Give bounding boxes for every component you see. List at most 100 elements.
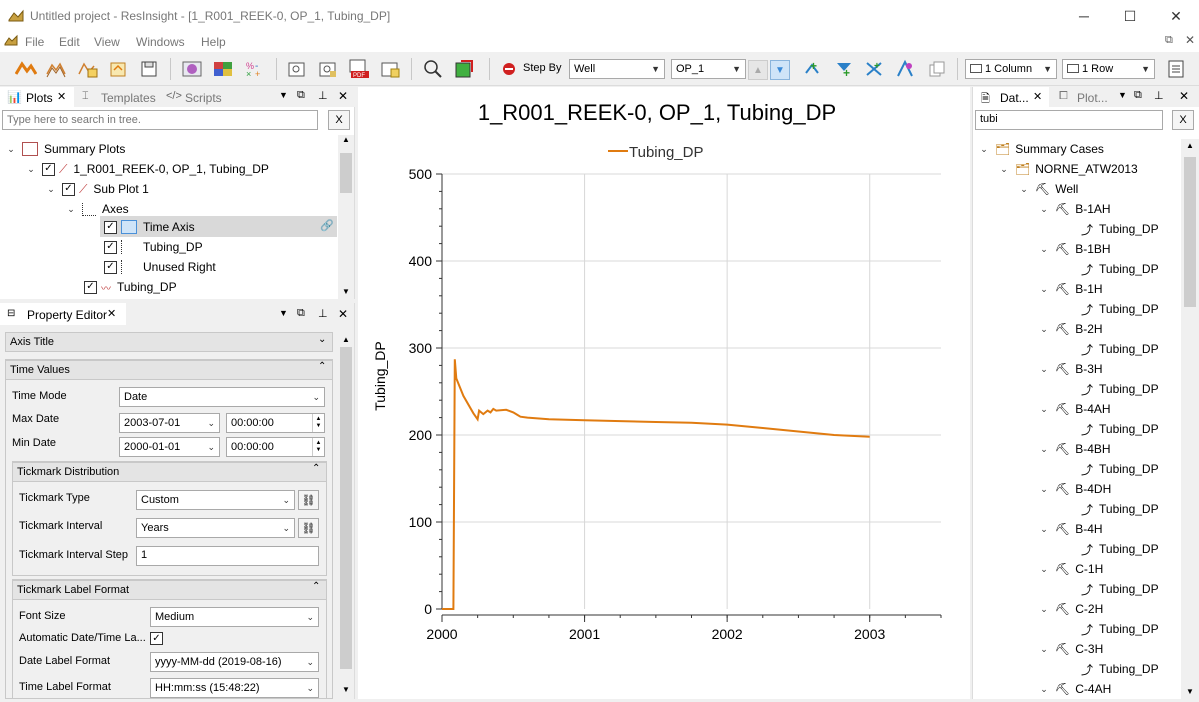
scroll-down-icon[interactable]: ▼ bbox=[342, 287, 350, 296]
float-icon[interactable]: ⧉ bbox=[1134, 89, 1142, 101]
new-summary-plot-icon[interactable]: + bbox=[800, 57, 824, 81]
tree-item-vector[interactable]: ⤴ Tubing_DP bbox=[1081, 539, 1159, 559]
scroll-thumb[interactable] bbox=[1184, 157, 1196, 307]
columns-select[interactable]: 1 Column ▼ bbox=[965, 59, 1057, 79]
time-format-select[interactable]: HH:mm:ss (15:48:22) ⌄ bbox=[150, 678, 319, 698]
restore-mdi-icon[interactable]: ⧉ bbox=[1165, 34, 1173, 46]
collapse-icon[interactable]: ⌃ bbox=[312, 581, 321, 592]
close-mdi-icon[interactable]: ✕ bbox=[1185, 33, 1196, 47]
tree-item-tubing-dp-axis[interactable]: ✓ Tubing_DP bbox=[104, 237, 203, 257]
min-date-input[interactable]: 2000-01-01 ⌄ bbox=[119, 437, 220, 457]
max-time-spinner[interactable]: ▲ ▼ bbox=[312, 414, 324, 432]
tree-item-time-axis[interactable]: ✓ Time Axis bbox=[104, 217, 195, 237]
scroll-up-icon[interactable]: ▲ bbox=[342, 135, 350, 144]
menu-windows[interactable]: Windows bbox=[136, 35, 185, 49]
tab-plots[interactable] bbox=[0, 87, 74, 107]
collapse-icon[interactable]: ⌃ bbox=[318, 361, 327, 372]
close-panel-icon[interactable]: ✕ bbox=[338, 89, 349, 103]
new-cross-plot-icon[interactable]: + bbox=[832, 57, 856, 81]
group-tickmark-distribution-header[interactable]: Tickmark Distribution bbox=[12, 462, 327, 482]
menu-help[interactable]: Help bbox=[201, 35, 226, 49]
tree-item-case[interactable]: ⌄ 🗂 NORNE_ATW2013 bbox=[1000, 162, 1138, 176]
maximize-button[interactable]: ☐ bbox=[1123, 7, 1137, 24]
tree-item-well-b-4ah[interactable]: ⌄ ⛏ B-4AH bbox=[1039, 399, 1110, 419]
tab-templates[interactable]: Templates bbox=[101, 91, 156, 105]
snapshot-clipboard-icon[interactable] bbox=[285, 57, 309, 81]
property-scrollbar[interactable]: ▲ ▼ bbox=[338, 333, 354, 699]
pin-icon[interactable]: ⊥ bbox=[318, 90, 328, 102]
tree-item-plot[interactable]: ⌄ ✓ ⟋ 1_R001_REEK-0, OP_1, Tubing_DP bbox=[27, 161, 269, 177]
tree-scrollbar[interactable]: ▲ ▼ bbox=[338, 135, 354, 299]
min-time-input[interactable]: 00:00:00 bbox=[226, 437, 325, 457]
scroll-down-icon[interactable]: ▼ bbox=[342, 685, 350, 694]
checkbox[interactable]: ✓ bbox=[84, 280, 97, 294]
dock-menu-icon[interactable]: ▼ bbox=[1118, 90, 1127, 100]
tree-item-vector[interactable]: ⤴ Tubing_DP bbox=[1081, 499, 1159, 519]
tree-item-vector[interactable]: ⤴ Tubing_DP bbox=[1081, 419, 1159, 439]
tree-item-vector[interactable]: ⤴ Tubing_DP bbox=[1081, 459, 1159, 479]
scroll-down-icon[interactable]: ▼ bbox=[1186, 687, 1194, 696]
tab-plots-label[interactable]: Plots bbox=[26, 91, 53, 105]
pin-icon[interactable]: ⊥ bbox=[1154, 90, 1164, 102]
tree-item-vector[interactable]: ⤴ Tubing_DP bbox=[1081, 379, 1159, 399]
scroll-thumb[interactable] bbox=[340, 153, 352, 193]
checkbox[interactable]: ✓ bbox=[104, 260, 117, 274]
expand-icon[interactable]: ⌄ bbox=[318, 334, 327, 345]
link-icon[interactable]: 🔗 bbox=[320, 220, 334, 232]
summary-plot[interactable]: 1_R001_REEK-0, OP_1, Tubing_DP Tubing_DP… bbox=[358, 87, 970, 699]
menu-view[interactable]: View bbox=[94, 35, 120, 49]
step-by-select[interactable]: Well ▼ bbox=[569, 59, 665, 79]
snapshot-pdf-icon[interactable]: PDF bbox=[347, 57, 371, 81]
group-tickmark-label-format-header[interactable]: Tickmark Label Format bbox=[12, 580, 327, 600]
data-scrollbar[interactable]: ▲ ▼ bbox=[1181, 139, 1199, 699]
color-scheme-icon[interactable] bbox=[452, 57, 476, 81]
tickmark-interval-select[interactable]: Years ⌄ bbox=[136, 518, 295, 538]
tab-data[interactable] bbox=[973, 87, 1049, 107]
tree-item-vector[interactable]: ⤴ Tubing_DP bbox=[1081, 259, 1159, 279]
tree-item-well-c-2h[interactable]: ⌄ ⛏ C-2H bbox=[1039, 599, 1103, 619]
snapshot-file-icon[interactable] bbox=[316, 57, 340, 81]
link-toggle-icon[interactable]: ⛓ bbox=[298, 518, 319, 538]
close-tab-icon[interactable]: ✕ bbox=[57, 91, 67, 103]
close-tab-icon[interactable]: ✕ bbox=[1033, 91, 1043, 103]
font-size-select[interactable]: Medium ⌄ bbox=[150, 607, 319, 627]
group-axis-title[interactable]: Axis Title bbox=[5, 332, 333, 352]
tree-item-well[interactable]: ⌄ ⛏ Well bbox=[1020, 182, 1079, 196]
tab-plot-editor[interactable]: Plot... bbox=[1077, 91, 1108, 105]
legend-label[interactable]: Tubing_DP bbox=[629, 144, 704, 161]
import-well-icon[interactable] bbox=[76, 57, 100, 81]
pin-icon[interactable]: ⊥ bbox=[318, 308, 328, 320]
float-icon[interactable]: ⧉ bbox=[297, 89, 305, 101]
tree-item-vector[interactable]: ⤴ Tubing_DP bbox=[1081, 619, 1159, 639]
checkbox[interactable]: ✓ bbox=[42, 162, 55, 176]
tree-item-well-c-3h[interactable]: ⌄ ⛏ C-3H bbox=[1039, 639, 1103, 659]
tree-item-curve[interactable]: ✓ 〰 Tubing_DP bbox=[84, 277, 177, 297]
clear-data-search-button[interactable]: X bbox=[1172, 110, 1194, 130]
import-summary-icon[interactable] bbox=[106, 57, 130, 81]
tree-item-vector[interactable]: ⤴ Tubing_DP bbox=[1081, 659, 1159, 679]
tab-scripts[interactable]: Scripts bbox=[185, 91, 222, 105]
tree-item-well-b-1bh[interactable]: ⌄ ⛏ B-1BH bbox=[1039, 239, 1110, 259]
tree-item-vector[interactable]: ⤴ Tubing_DP bbox=[1081, 299, 1159, 319]
tree-item-axes[interactable]: ⌄ Axes bbox=[67, 202, 129, 216]
tree-item-subplot[interactable]: ⌄ ✓ ⟋ Sub Plot 1 bbox=[47, 181, 149, 197]
series-line-tubing-dp[interactable] bbox=[442, 359, 870, 610]
tree-item-well-c-4ah[interactable]: ⌄ ⛏ C-4AH bbox=[1039, 679, 1111, 699]
menu-edit[interactable]: Edit bbox=[59, 35, 80, 49]
close-tab-icon[interactable]: ✕ bbox=[107, 308, 117, 320]
curve-calculator-icon[interactable] bbox=[893, 57, 917, 81]
max-time-input[interactable]: 00:00:00 bbox=[226, 413, 325, 433]
menu-file[interactable]: File bbox=[25, 35, 45, 49]
close-panel-icon[interactable]: ✕ bbox=[338, 307, 349, 321]
tree-item-summary-plots[interactable]: ⌄ Summary Plots bbox=[7, 142, 126, 156]
clear-search-button[interactable]: X bbox=[328, 110, 350, 130]
tree-item-well-b-4bh[interactable]: ⌄ ⛏ B-4BH bbox=[1039, 439, 1110, 459]
well-select[interactable]: OP_1 ▼ bbox=[671, 59, 746, 79]
calculator-icon[interactable]: % - × + bbox=[243, 57, 267, 81]
new-3d-view-icon[interactable] bbox=[180, 57, 204, 81]
tree-item-vector[interactable]: ⤴ Tubing_DP bbox=[1081, 339, 1159, 359]
tab-data-label[interactable]: Dat... bbox=[1000, 91, 1029, 105]
checkbox[interactable]: ✓ bbox=[104, 240, 117, 254]
tree-item-well-b-1h[interactable]: ⌄ ⛏ B-1H bbox=[1039, 279, 1102, 299]
tickmark-type-select[interactable]: Custom ⌄ bbox=[136, 490, 295, 510]
